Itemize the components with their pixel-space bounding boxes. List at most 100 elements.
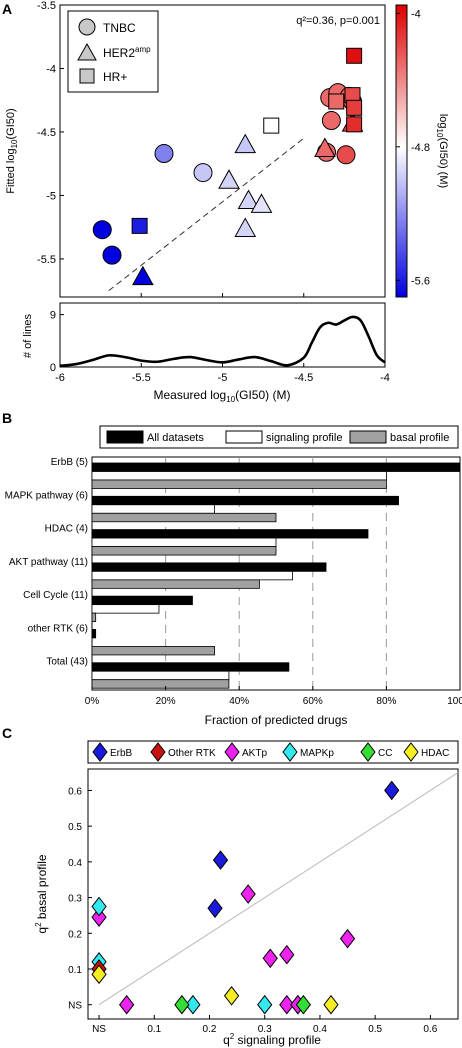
legend-swatch-basal [349,430,387,444]
legend-diamond-marker [92,742,108,762]
bar-category-label: Total (43) [46,657,88,668]
bar-chart-category-labels: ErbB (5) MAPK pathway (6) HDAC (4) AKT path… [5,457,88,668]
colorbar-label: log10(GI50) (M) [435,114,449,188]
bar-category-label: MAPK pathway (6) [5,490,88,501]
legend-group-label: ErbB [110,748,133,759]
q2-x-tick-label: 0.4 [313,1024,327,1035]
point-tnbc [193,163,213,183]
bar [91,679,230,689]
point-tnbc [102,245,122,265]
bar [91,495,399,506]
legend-circle-marker [78,18,96,36]
bar [91,462,461,472]
point-cc [295,994,312,1015]
point-hr [131,217,148,234]
bar-x-tick-label: 0% [85,696,100,707]
bar-category-label: other RTK (6) [28,623,88,634]
y-axis-ticks: -5.5 -5 -4.5 -4 -3.5 [37,0,64,266]
bar [91,646,215,656]
colorbar-ticks: -4 -4.8 -5.6 [396,8,430,287]
legend-group-label: HDAC [421,748,449,759]
bar [91,537,277,547]
bar-x-tick-label: 40% [229,696,249,707]
legend-diamond-marker [224,742,240,762]
colorbar [395,4,408,298]
density-y-label: # of lines [22,313,34,358]
bar [91,579,260,589]
y-tick-label: -5 [46,190,56,202]
point-aktp [119,994,135,1015]
point-hdac [323,994,339,1015]
bar [91,662,290,672]
legend-swatch-signaling [225,430,263,444]
q2-x-tick-label: 0.5 [368,1024,382,1035]
panel-b-letter: B [2,410,12,426]
legend-group-label: MAPKp [300,748,334,759]
point-erbb [384,780,400,801]
q2-y-tick-label: 0.4 [68,858,82,869]
shape-legend: TNBC HER2amp HR+ [67,10,159,93]
q2-x-tick-label: 0.2 [203,1024,217,1035]
point-erbb [212,850,229,870]
point-mapkp [185,994,201,1015]
point-aktp [339,928,356,949]
q2-y-axis-label: q2 basal profile [34,854,49,934]
colorbar-tick-label: -4 [411,8,421,20]
q2-scatter-frame [87,768,459,1020]
point-hr [346,99,363,116]
x-tick-label: -6 [55,372,65,384]
identity-line [98,772,459,1006]
legend-label-her2: HER2amp [103,45,151,60]
diagonal-line [98,772,459,1006]
point-her2 [218,169,240,189]
dashed-fit-line [108,137,305,292]
bar [91,612,97,623]
q2-x-tick-label: 0.3 [258,1024,272,1035]
bar-category-label: ErbB (5) [51,457,88,468]
legend-swatch-all [106,430,144,444]
point-tnbc [154,144,174,164]
bar [91,504,215,514]
bar-x-tick-label: 100% [447,696,462,707]
q2-y-tick-label: 0.2 [68,929,82,940]
q2-y-tick-label: NS [68,1001,82,1012]
point-hr [328,93,345,110]
density-curve [59,315,386,368]
legend-diamond-marker [403,742,419,762]
point-hdac [91,964,107,985]
point-her2 [132,265,154,286]
panel-c-letter: C [2,725,12,741]
y-tick-label: -4 [46,63,56,75]
q2-y-tick-label: 0.6 [68,786,82,797]
bar [91,546,277,556]
legend-diamond-marker [360,742,376,762]
y-tick-label: -5.5 [37,254,56,266]
point-tnbc [321,111,341,131]
panel-b: B All datasets signaling profile basal p… [2,410,462,727]
bar [91,604,160,614]
legend-group-label: Other RTK [168,748,216,759]
bar [91,562,327,572]
bar [91,479,387,489]
legend-group-label: AKTp [242,748,267,759]
legend-label-her2-main: HER2 [103,46,135,60]
q2-x-tick-label: NS [92,1024,106,1035]
point-mapkp [257,994,273,1015]
q2-x-tick-label: 0.6 [423,1024,437,1035]
density-y-ticks: 09 [50,310,64,374]
bar-x-tick-label: 80% [376,696,396,707]
point-aktp [240,884,256,904]
bar [91,471,387,481]
point-her2 [234,217,257,237]
bar-chart-x-ticks: 0% 20% 40% 60% 80% 100% [85,686,462,707]
legend-square-marker [79,68,95,84]
legend-label-basal: basal profile [390,432,449,444]
bar [91,570,293,581]
q2-y-tick-label: 0.5 [68,822,82,833]
x-axis-label: Measured log10(GI50) (M) [154,388,291,404]
density-y-tick-label: 9 [50,310,56,322]
x-axis-ticks: -6 -5.5 -5 -4.5 -4 [55,293,390,384]
bar [91,670,230,681]
q2-scatter-points [91,780,400,1015]
